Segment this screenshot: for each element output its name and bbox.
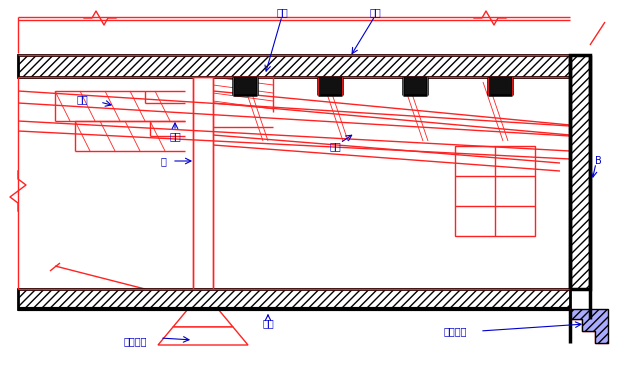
Bar <box>570 55 590 289</box>
Bar <box>403 77 427 95</box>
Text: 条形基础: 条形基础 <box>443 326 466 336</box>
Bar <box>193 77 213 289</box>
Text: 柱: 柱 <box>160 156 166 166</box>
Text: 楼板: 楼板 <box>369 7 381 17</box>
Bar <box>18 289 570 309</box>
Polygon shape <box>570 309 608 343</box>
Text: 主梁: 主梁 <box>169 131 181 141</box>
Polygon shape <box>173 309 233 327</box>
Text: 独立基础: 独立基础 <box>123 336 147 346</box>
Bar <box>488 77 512 95</box>
Bar <box>455 146 535 236</box>
Text: B: B <box>595 156 602 166</box>
Bar <box>318 77 342 95</box>
Text: 主梁: 主梁 <box>276 7 288 17</box>
Bar <box>233 77 257 95</box>
Text: 次梁: 次梁 <box>76 94 88 104</box>
Text: 地面: 地面 <box>262 318 274 328</box>
Bar <box>18 55 570 77</box>
Text: 次梁: 次梁 <box>329 141 341 151</box>
Polygon shape <box>158 327 248 345</box>
